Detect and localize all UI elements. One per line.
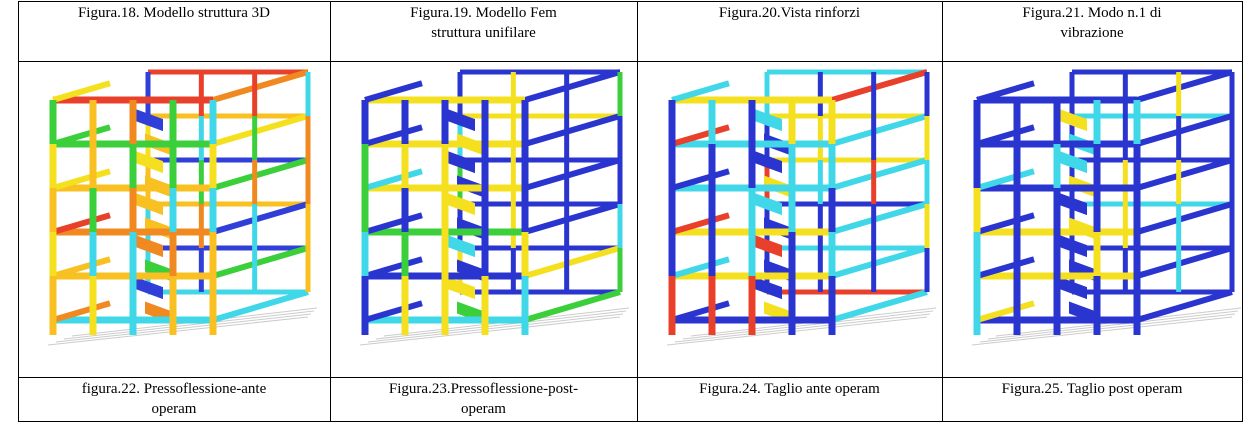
figure-caption: Figura.24. Taglio ante operam xyxy=(637,379,942,399)
document-page: Figura.18. Modello struttura 3DFigura.19… xyxy=(0,0,1252,423)
frame-member xyxy=(525,72,620,100)
figure-caption: Figura.19. Modello Fem xyxy=(330,3,637,23)
frame-member xyxy=(832,72,927,100)
figure-caption: Figura.20.Vista rinforzi xyxy=(637,3,942,23)
frame-member xyxy=(525,248,620,276)
figure-caption: operam xyxy=(330,399,637,419)
frame-member xyxy=(1137,204,1232,232)
figure-caption: Figura.23.Pressoflessione-post- xyxy=(330,379,637,399)
frame-member xyxy=(213,116,308,144)
frame-member xyxy=(213,160,308,188)
frame-member xyxy=(832,160,927,188)
frame-member xyxy=(832,248,927,276)
frame-member xyxy=(988,311,1238,339)
frame-member xyxy=(832,116,927,144)
frame-member xyxy=(213,248,308,276)
frame-member xyxy=(683,311,933,339)
figure-caption: Figura.25. Taglio post operam xyxy=(942,379,1242,399)
figure-caption: vibrazione xyxy=(942,23,1242,43)
frame-member xyxy=(832,204,927,232)
frame-member xyxy=(1137,116,1232,144)
frame-member xyxy=(376,311,626,339)
frame-member xyxy=(525,160,620,188)
figure-caption: figura.22. Pressoflessione-ante xyxy=(18,379,330,399)
figure-images xyxy=(0,0,1252,423)
figure-caption: Figura.21. Modo n.1 di xyxy=(942,3,1242,23)
frame-member xyxy=(525,204,620,232)
frame-member xyxy=(64,311,314,339)
figure-caption: struttura unifilare xyxy=(330,23,637,43)
figure-caption: operam xyxy=(18,399,330,419)
frame-member xyxy=(1137,160,1232,188)
frame-member xyxy=(213,204,308,232)
figure-caption: Figura.18. Modello struttura 3D xyxy=(18,3,330,23)
frame-member xyxy=(213,72,308,100)
frame-member xyxy=(525,116,620,144)
frame-member xyxy=(1137,72,1232,100)
frame-member xyxy=(1137,248,1232,276)
